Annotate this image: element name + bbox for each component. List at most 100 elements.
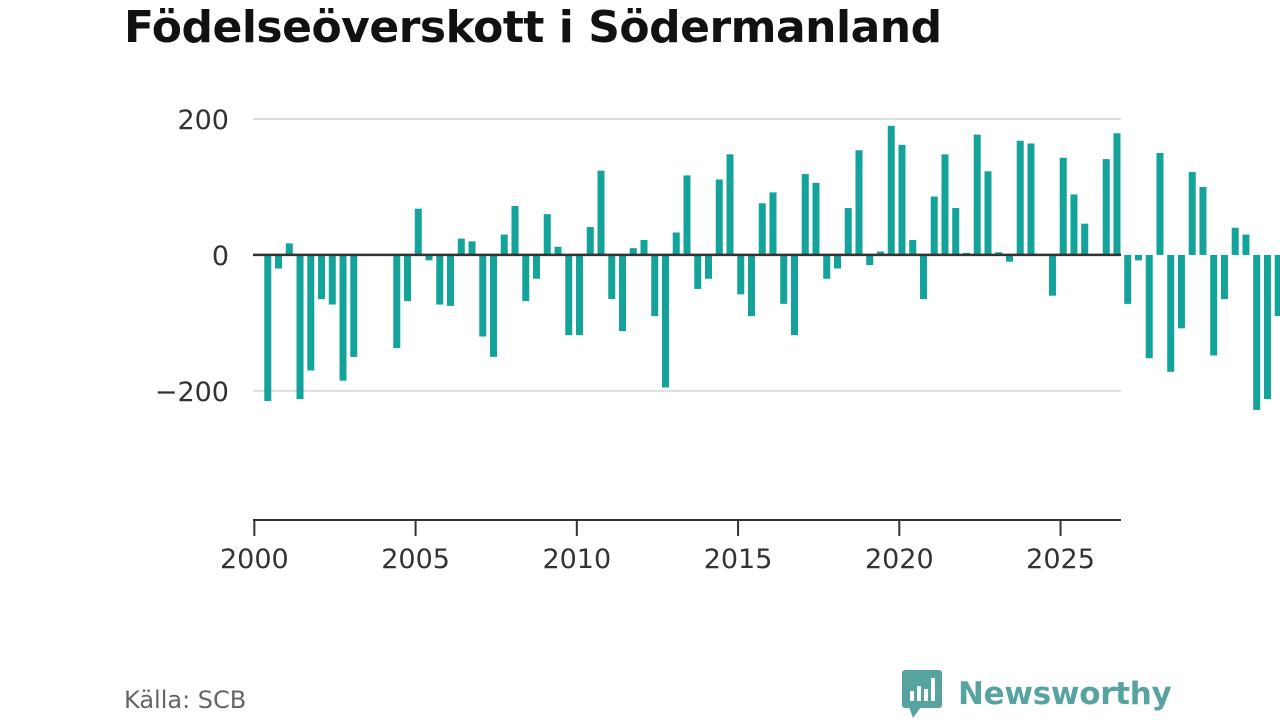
bar — [447, 254, 455, 306]
bar — [586, 227, 594, 255]
bar — [307, 254, 315, 371]
bar — [726, 154, 734, 255]
bar — [425, 254, 433, 261]
bar — [1177, 254, 1185, 329]
bar — [1145, 254, 1153, 359]
bar — [490, 254, 498, 357]
bar — [533, 254, 541, 279]
brand-name: Newsworthy — [958, 676, 1172, 712]
bar — [812, 182, 820, 255]
bar — [1016, 140, 1024, 255]
bar — [468, 241, 476, 255]
bar — [1199, 186, 1207, 255]
bar — [737, 254, 745, 295]
bar — [823, 254, 831, 279]
bar-chart-bubble-icon — [902, 670, 942, 718]
y-tick-label: 200 — [177, 105, 229, 136]
bar — [1124, 254, 1132, 304]
bar — [1167, 254, 1175, 372]
bar — [597, 170, 605, 255]
bar — [479, 254, 487, 337]
bar — [608, 254, 616, 300]
bar — [952, 208, 960, 255]
bar — [758, 203, 766, 255]
bar — [1134, 254, 1142, 261]
axes — [253, 253, 1121, 536]
bar — [296, 254, 304, 400]
bar — [995, 252, 1003, 255]
x-tick-label: 2020 — [865, 544, 934, 575]
bar — [404, 254, 412, 302]
bar — [898, 144, 906, 255]
bar — [833, 254, 841, 269]
bar — [1274, 254, 1280, 317]
bar — [1027, 143, 1035, 255]
chart-title: Födelseöverskott i Södermanland — [124, 2, 942, 53]
bar — [984, 171, 992, 255]
bar — [919, 254, 927, 300]
bar — [1210, 254, 1218, 356]
bar — [1242, 234, 1250, 255]
bar — [887, 125, 895, 255]
bar — [436, 254, 444, 305]
bar — [1188, 172, 1196, 255]
bar — [705, 254, 712, 279]
bar — [941, 154, 949, 255]
bar — [1156, 152, 1164, 255]
bar — [500, 234, 508, 255]
brand[interactable]: Newsworthy — [902, 670, 1172, 718]
bar — [694, 254, 702, 289]
bar — [683, 175, 691, 255]
x-tick-label: 2025 — [1026, 544, 1095, 575]
bar — [1263, 254, 1271, 400]
bar — [285, 243, 293, 255]
bar — [1005, 254, 1013, 262]
bar — [1102, 159, 1110, 255]
bar — [1253, 254, 1261, 410]
x-tick-label: 2010 — [542, 544, 611, 575]
x-tick-label: 2005 — [381, 544, 450, 575]
bar — [790, 254, 798, 336]
bar — [855, 150, 863, 255]
bar — [769, 192, 777, 255]
bar — [876, 251, 884, 255]
bar — [576, 254, 584, 336]
x-tick-label: 2015 — [704, 544, 773, 575]
bar — [629, 248, 637, 255]
bar — [554, 246, 562, 255]
bar — [973, 134, 981, 255]
bar — [457, 238, 465, 255]
bar — [1048, 254, 1056, 296]
bar — [511, 206, 519, 255]
bar — [1113, 133, 1121, 255]
bar — [275, 254, 283, 269]
bar — [328, 254, 336, 305]
x-tick-label: 2000 — [220, 544, 289, 575]
bar — [801, 174, 809, 255]
y-tick-label: 0 — [212, 241, 229, 272]
bar — [1231, 227, 1239, 255]
bar — [748, 254, 755, 317]
bar — [264, 254, 272, 402]
bar — [909, 239, 917, 255]
bar — [318, 254, 326, 300]
bar — [522, 254, 530, 302]
bar — [651, 254, 659, 317]
bar — [662, 254, 669, 388]
grid-lines — [253, 118, 1121, 392]
bar — [619, 254, 626, 332]
bar — [715, 179, 723, 255]
bar — [930, 196, 938, 255]
bar — [866, 254, 874, 266]
bar — [350, 254, 358, 357]
bar — [780, 254, 788, 304]
bar — [672, 232, 680, 255]
source-note: Källa: SCB — [124, 686, 247, 714]
bars — [264, 125, 1280, 410]
bar — [1220, 254, 1228, 300]
bar — [565, 254, 573, 336]
bar — [1070, 194, 1078, 255]
bar — [543, 214, 551, 255]
